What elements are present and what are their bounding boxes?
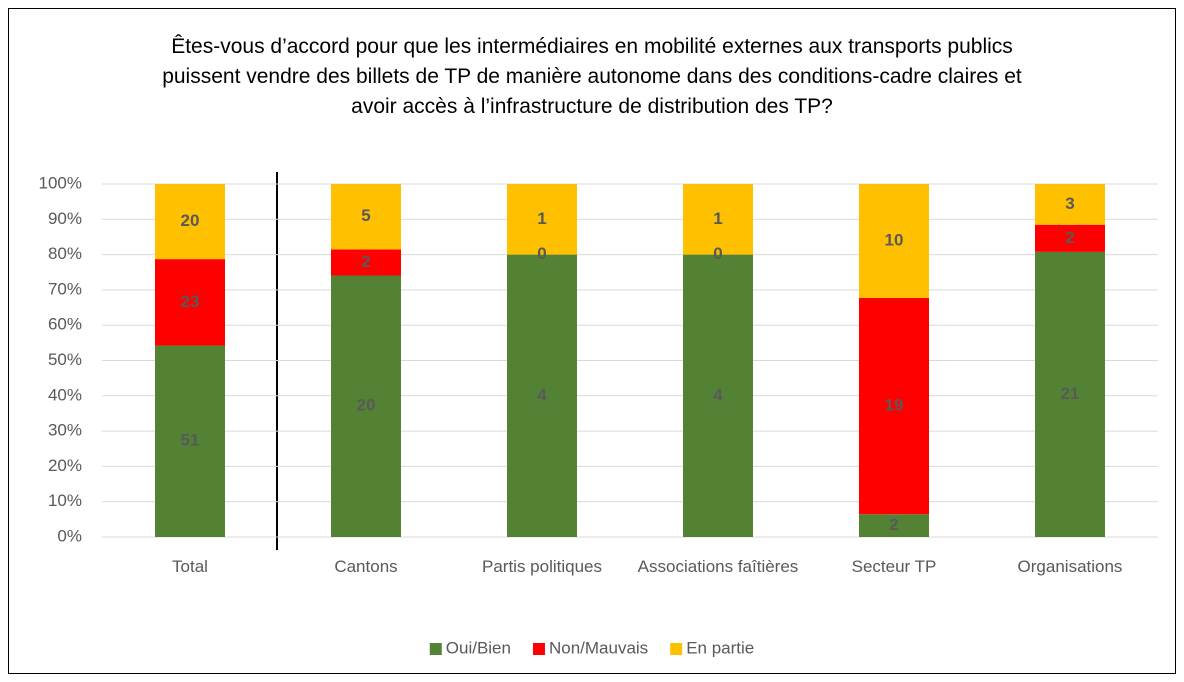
y-tick-label: 90% xyxy=(48,209,82,228)
data-label: 23 xyxy=(181,292,200,311)
x-tick-label: Secteur TP xyxy=(851,557,937,576)
data-label: 19 xyxy=(885,396,904,415)
y-tick-label: 20% xyxy=(48,456,82,475)
y-tick-label: 30% xyxy=(48,421,82,440)
y-tick-label: 100% xyxy=(39,173,82,192)
data-label: 5 xyxy=(361,206,370,225)
data-label: 0 xyxy=(713,244,722,263)
legend-label: Oui/Bien xyxy=(446,638,511,657)
y-tick-label: 70% xyxy=(48,279,82,298)
bar-segment xyxy=(1035,224,1105,252)
bar-segment xyxy=(859,297,929,515)
y-tick-label: 60% xyxy=(48,315,82,334)
x-tick-label: Cantons xyxy=(334,557,398,576)
legend-label: Non/Mauvais xyxy=(549,638,648,657)
bar-segment xyxy=(155,259,225,346)
x-tick-label: Partis politiques xyxy=(481,557,602,576)
data-label: 51 xyxy=(181,431,200,450)
data-label: 2 xyxy=(1065,228,1074,247)
bar-segment xyxy=(507,254,577,537)
data-label: 4 xyxy=(537,385,547,404)
data-label: 10 xyxy=(885,230,904,249)
bar-segment xyxy=(507,184,577,255)
bar-segment xyxy=(859,184,929,298)
bar-segment xyxy=(1035,184,1105,225)
data-label: 20 xyxy=(357,396,376,415)
x-tick-label: Associations faîtières xyxy=(637,557,799,576)
legend-label: En partie xyxy=(686,638,754,657)
data-label: 0 xyxy=(537,244,546,263)
data-label: 3 xyxy=(1065,194,1074,213)
bar-segment xyxy=(683,254,753,537)
x-tick-label: Organisations xyxy=(1017,557,1123,576)
data-label: 4 xyxy=(713,385,723,404)
bar-segment xyxy=(331,275,401,537)
bar-segment xyxy=(859,514,929,537)
chart-border xyxy=(8,8,1176,674)
data-label: 21 xyxy=(1061,384,1080,403)
bar-segment xyxy=(331,249,401,276)
legend-swatch xyxy=(670,643,683,655)
y-tick-label: 0% xyxy=(57,526,82,545)
bar-segment xyxy=(155,184,225,260)
bar-segment xyxy=(155,345,225,537)
y-tick-label: 50% xyxy=(48,350,82,369)
y-tick-label: 80% xyxy=(48,244,82,263)
data-label: 1 xyxy=(537,209,546,228)
data-label: 1 xyxy=(713,209,722,228)
y-tick-label: 40% xyxy=(48,385,82,404)
x-tick-label: Total xyxy=(172,557,208,576)
chart-title: Êtes-vous d’accord pour que les interméd… xyxy=(162,35,1022,118)
y-tick-label: 10% xyxy=(48,491,82,510)
bar-segment xyxy=(683,184,753,255)
data-label: 2 xyxy=(361,252,370,271)
legend-swatch xyxy=(429,643,442,655)
data-label: 2 xyxy=(889,515,898,534)
data-label: 20 xyxy=(181,211,200,230)
legend-swatch xyxy=(532,643,545,655)
bar-segment xyxy=(1035,251,1105,537)
bar-segment xyxy=(331,184,401,250)
